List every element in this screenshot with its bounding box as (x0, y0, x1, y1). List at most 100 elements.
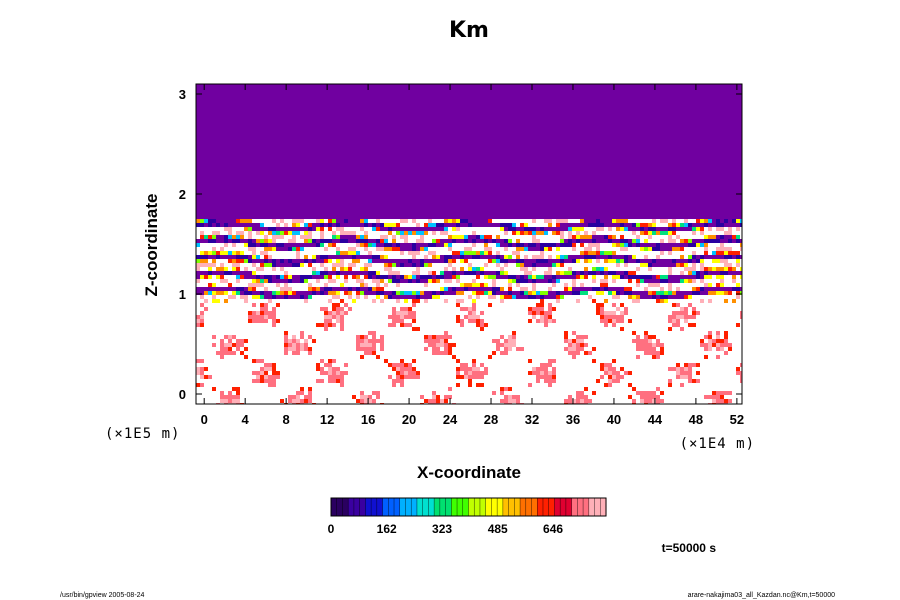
heatmap-cell (740, 287, 742, 291)
heatmap-cell (400, 295, 404, 299)
heatmap-cell (288, 283, 292, 287)
heatmap-cell (220, 251, 224, 255)
heatmap-cell (292, 287, 296, 291)
heatmap-cell (580, 283, 584, 287)
heatmap-cell (612, 379, 616, 383)
colorbar-segment (411, 498, 418, 516)
heatmap-cell (272, 287, 276, 291)
heatmap-cell (400, 251, 404, 255)
heatmap-cell (232, 263, 236, 267)
heatmap-cell (316, 251, 320, 255)
heatmap-cell (540, 219, 544, 223)
heatmap-cell (680, 287, 684, 291)
heatmap-cell (360, 299, 364, 303)
heatmap-cell (716, 235, 720, 239)
heatmap-cell (580, 255, 584, 259)
heatmap-cell (480, 311, 484, 315)
heatmap-cell (440, 251, 444, 255)
heatmap-cell (636, 243, 640, 247)
heatmap-cell (720, 247, 724, 251)
heatmap-cell (692, 363, 696, 367)
heatmap-cell (240, 279, 244, 283)
heatmap-cell (480, 319, 484, 323)
heatmap-cell (604, 275, 608, 279)
heatmap-cell (448, 279, 452, 283)
heatmap-cell (416, 219, 420, 223)
heatmap-cell (500, 247, 504, 251)
heatmap-cell (416, 375, 420, 379)
heatmap-cell (476, 247, 480, 251)
heatmap-cell (324, 243, 328, 247)
heatmap-cell (552, 239, 556, 243)
heatmap-cell (508, 335, 512, 339)
heatmap-cell (344, 295, 348, 299)
heatmap-cell (540, 291, 544, 295)
heatmap-cell (652, 247, 656, 251)
heatmap-cell (608, 295, 612, 299)
heatmap-cell (244, 247, 248, 251)
colorbar-segment (382, 498, 389, 516)
heatmap-cell (636, 291, 640, 295)
heatmap-cell (524, 235, 528, 239)
heatmap-cell (332, 295, 336, 299)
heatmap-cell (224, 271, 228, 275)
heatmap-cell (228, 223, 232, 227)
heatmap-cell (252, 303, 256, 307)
heatmap-cell (344, 251, 348, 255)
heatmap-cell (596, 227, 600, 231)
heatmap-cell (720, 267, 724, 271)
heatmap-cell (536, 239, 540, 243)
heatmap-cell (272, 239, 276, 243)
heatmap-cell (332, 251, 336, 255)
heatmap-cell (260, 379, 264, 383)
heatmap-cell (676, 279, 680, 283)
heatmap-cell (720, 279, 724, 283)
heatmap-cell (416, 251, 420, 255)
heatmap-cell (268, 243, 272, 247)
heatmap-cell (352, 263, 356, 267)
heatmap-cell (384, 235, 388, 239)
heatmap-cell (476, 383, 480, 387)
heatmap-cell (392, 243, 396, 247)
heatmap-cell (676, 295, 680, 299)
heatmap-cell (620, 235, 624, 239)
heatmap-cell (264, 279, 268, 283)
heatmap-cell (340, 227, 344, 231)
heatmap-cell (552, 219, 556, 223)
heatmap-cell (688, 371, 692, 375)
heatmap-cell (536, 279, 540, 283)
heatmap-cell (416, 227, 420, 231)
heatmap-cell (264, 319, 268, 323)
heatmap-cell (296, 343, 300, 347)
heatmap-cell (212, 275, 216, 279)
heatmap-cell (568, 299, 572, 303)
heatmap-cell (428, 275, 432, 279)
heatmap-cell (492, 271, 496, 275)
heatmap-cell (316, 271, 320, 275)
heatmap-cell (412, 271, 416, 275)
heatmap-cell (556, 267, 560, 271)
heatmap-cell (396, 287, 400, 291)
heatmap-cell (568, 251, 572, 255)
heatmap-cell (736, 275, 740, 279)
heatmap-cell (608, 291, 612, 295)
heatmap-cell (488, 219, 492, 223)
heatmap-cell (500, 391, 504, 395)
heatmap-cell (572, 247, 576, 251)
heatmap-cell (372, 351, 376, 355)
heatmap-cell (680, 263, 684, 267)
heatmap-cell (584, 291, 588, 295)
heatmap-cell (532, 299, 536, 303)
heatmap-cell (564, 263, 568, 267)
heatmap-cell (612, 231, 616, 235)
heatmap-cell (452, 259, 456, 263)
heatmap-cell (684, 259, 688, 263)
heatmap-cell (600, 223, 604, 227)
heatmap-cell (380, 227, 384, 231)
heatmap-cell (452, 247, 456, 251)
heatmap-cell (392, 267, 396, 271)
heatmap-cell (544, 239, 548, 243)
heatmap-cell (616, 291, 620, 295)
heatmap-cell (320, 243, 324, 247)
heatmap-cell (224, 395, 228, 399)
